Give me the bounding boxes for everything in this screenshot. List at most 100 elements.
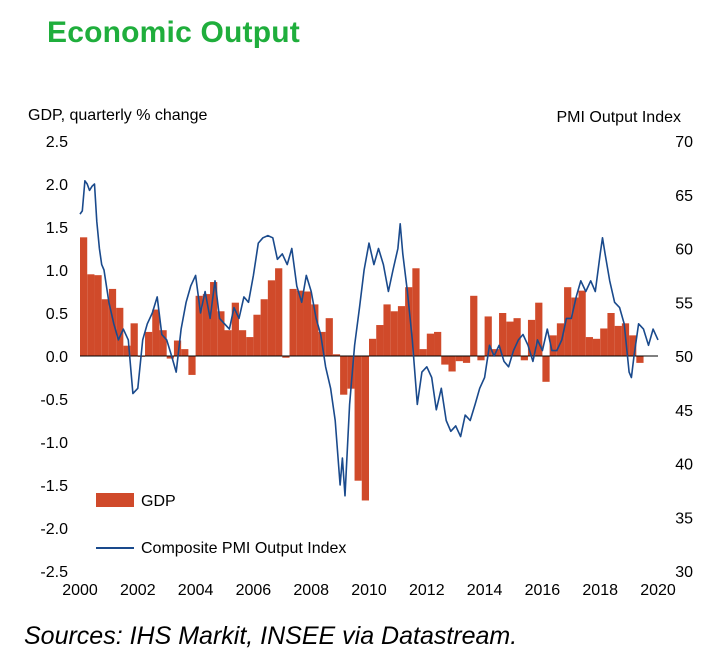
chart: GDP, quarterly % change PMI Output Index… (28, 107, 693, 599)
x-tick-label: 2008 (293, 582, 329, 599)
gdp-bar (376, 325, 384, 356)
x-tick-label: 2006 (236, 582, 272, 599)
gdp-bar (506, 321, 514, 356)
right-tick-label: 35 (675, 510, 693, 527)
gdp-bar (94, 275, 102, 356)
gdp-bar (246, 337, 254, 356)
gdp-bar (253, 314, 261, 356)
gdp-bar (571, 297, 579, 356)
x-tick-label: 2010 (351, 582, 387, 599)
left-tick-label: -0.5 (40, 392, 68, 409)
gdp-bar (108, 288, 117, 356)
gdp-bar (390, 311, 398, 356)
gdp-bar (159, 330, 167, 356)
gdp-bars (80, 237, 644, 501)
left-tick-label: 1.0 (46, 263, 68, 280)
x-tick-label: 2020 (640, 582, 676, 599)
left-tick-label: 1.5 (46, 220, 68, 237)
gdp-bar (311, 304, 319, 356)
gdp-bar (600, 328, 608, 356)
left-tick-label: -2.5 (40, 564, 68, 581)
gdp-bar (166, 356, 174, 359)
gdp-bar (535, 302, 543, 356)
gdp-bar (556, 323, 565, 356)
gdp-bar (441, 356, 449, 365)
gdp-bar (152, 309, 160, 356)
gdp-bar (325, 318, 333, 356)
left-tick-label: -1.5 (40, 478, 68, 495)
gdp-bar (188, 356, 196, 375)
left-tick-label: 2.5 (46, 134, 68, 151)
gdp-bar (116, 307, 124, 356)
x-tick-label: 2014 (467, 582, 503, 599)
gdp-bar (448, 356, 456, 372)
right-tick-label: 55 (675, 295, 693, 312)
gdp-bar (181, 349, 189, 356)
gdp-bar (484, 316, 492, 356)
gdp-bar (614, 325, 622, 356)
gdp-bar (412, 268, 420, 356)
legend-gdp-label: GDP (141, 493, 176, 510)
right-tick-label: 60 (675, 242, 693, 259)
source-note: Sources: IHS Markit, INSEE via Datastrea… (24, 622, 518, 650)
left-tick-label: 2.0 (46, 177, 68, 194)
gdp-bar (202, 294, 211, 356)
legend-gdp-swatch (96, 493, 134, 507)
gdp-bar (87, 274, 95, 356)
left-axis: 2.5 2.0 1.5 1.0 0.5 0.0 -0.5 -1.0 -1.5 -2.0 -2.5 (40, 134, 68, 581)
gdp-bar (80, 237, 88, 356)
gdp-bar (513, 318, 521, 356)
gdp-bar (195, 295, 203, 356)
gdp-bar (585, 337, 593, 356)
gdp-bar (210, 282, 218, 356)
gdp-bar (260, 299, 268, 356)
gdp-bar (282, 356, 290, 358)
x-tick-label: 2000 (62, 582, 98, 599)
gdp-bar (303, 291, 312, 356)
right-tick-label: 50 (675, 349, 693, 366)
gdp-bar (101, 299, 109, 356)
left-axis-label: GDP, quarterly % change (28, 107, 207, 124)
x-tick-label: 2012 (409, 582, 445, 599)
gdp-bar (361, 356, 369, 501)
x-tick-label: 2018 (582, 582, 618, 599)
gdp-bar (238, 330, 247, 356)
gdp-bar (123, 345, 131, 356)
x-tick-label: 2002 (120, 582, 156, 599)
left-tick-label: 0.5 (46, 306, 68, 323)
gdp-bar (145, 331, 153, 356)
right-tick-label: 40 (675, 457, 693, 474)
gdp-bar (636, 356, 644, 363)
gdp-bar (542, 356, 550, 382)
gdp-bar (578, 290, 586, 356)
x-tick-label: 2016 (525, 582, 561, 599)
gdp-bar (405, 287, 413, 356)
gdp-bar (231, 302, 239, 356)
gdp-bar (520, 356, 528, 361)
x-axis: 2000 2002 2004 2006 2008 2010 2012 2014 2016 2018… (62, 582, 676, 599)
gdp-bar (434, 331, 442, 356)
gdp-bar (173, 340, 182, 356)
gdp-bar (470, 295, 478, 356)
gdp-bar (347, 356, 355, 389)
gdp-bar (267, 280, 276, 356)
right-tick-label: 30 (675, 564, 693, 581)
gdp-bar (426, 333, 435, 356)
gdp-bar (549, 335, 557, 356)
gdp-bar (289, 288, 297, 356)
gdp-bar (607, 313, 615, 356)
right-tick-label: 45 (675, 403, 693, 420)
gdp-bar (592, 338, 601, 356)
gdp-bar (332, 354, 341, 356)
gdp-bar (340, 356, 348, 395)
gdp-bar (354, 356, 362, 481)
right-tick-label: 65 (675, 188, 693, 205)
left-tick-label: -1.0 (40, 435, 68, 452)
gdp-bar (369, 338, 377, 356)
gdp-bar (130, 323, 138, 356)
gdp-bar (296, 290, 304, 356)
gdp-bar (217, 311, 225, 356)
right-tick-label: 70 (675, 134, 693, 151)
gdp-bar (499, 313, 507, 356)
gdp-bar (383, 304, 391, 356)
